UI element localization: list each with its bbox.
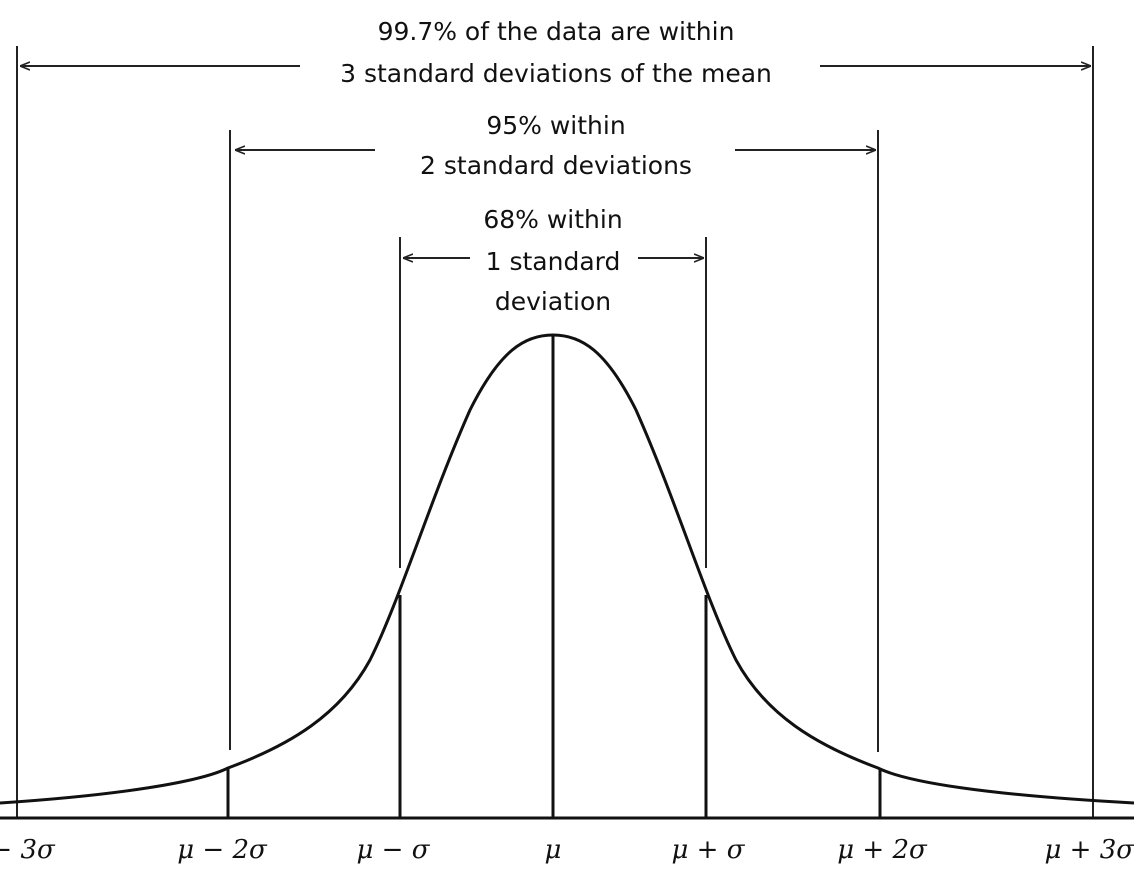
axis-label: μ − 3σ (0, 835, 56, 865)
annotation: 1 standard (486, 247, 621, 276)
axis-label: μ − 2σ (177, 835, 268, 865)
axis-label: μ (545, 835, 562, 865)
annotation: 2 standard deviations (420, 151, 692, 180)
bell-curve (0, 333, 1134, 805)
axis-label: μ − σ (357, 835, 431, 865)
annotation: 99.7% of the data are within (378, 17, 735, 46)
axis-label: μ + 2σ (837, 835, 928, 865)
annotation: 95% within (486, 111, 625, 140)
guide-lines (16, 46, 1094, 818)
annotation: deviation (495, 287, 611, 316)
arrows (20, 66, 1091, 258)
axis-label: μ + 3σ (1044, 835, 1134, 865)
annotation: 3 standard deviations of the mean (340, 59, 772, 88)
axis-label: μ + σ (672, 835, 746, 865)
annotation: 68% within (483, 205, 622, 234)
